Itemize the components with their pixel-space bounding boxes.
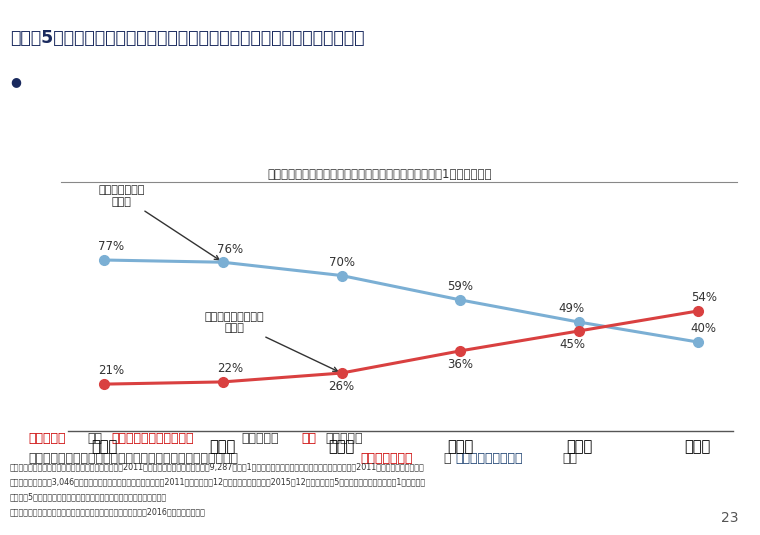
Text: 21%: 21%: [98, 364, 124, 378]
Text: 26%: 26%: [328, 380, 355, 393]
Text: 開業５年目: 開業５年目: [28, 432, 65, 445]
Text: 45%: 45%: [559, 338, 585, 350]
Text: （注）日本政策金融公庫国民生活事業の融資を受けて2011年に開業したと想定される企業9,287社に第1回アンケートを実施し、回答のあった企業のうち2011年に開: （注）日本政策金融公庫国民生活事業の融資を受けて2011年に開業したと想定される…: [10, 463, 425, 472]
Text: には: には: [87, 432, 103, 445]
Text: がそれぞれ: がそれぞれ: [242, 432, 279, 445]
Text: 36%: 36%: [448, 357, 473, 371]
Text: 70%: 70%: [328, 256, 354, 269]
Text: 59%: 59%: [448, 280, 473, 293]
Text: 22%: 22%: [217, 362, 243, 375]
Text: を占める。: を占める。: [325, 432, 363, 445]
Text: 77%: 77%: [98, 240, 124, 254]
Text: 開業４年目まで: 開業４年目まで: [360, 452, 413, 465]
Text: 民間金融機関からの
借入金: 民間金融機関からの 借入金: [205, 311, 337, 371]
Text: 第5回調査まで借入残高をすべて回答した企業を集計対象とした。: 第5回調査まで借入残高をすべて回答した企業を集計対象とした。: [10, 493, 167, 502]
Text: 民間金融機関からの借入: 民間金融機関からの借入: [111, 432, 194, 445]
Text: 49%: 49%: [559, 302, 585, 316]
Text: 76%: 76%: [217, 242, 243, 256]
Text: 23: 23: [721, 511, 739, 525]
Text: 40%: 40%: [691, 323, 717, 335]
Text: （出所）日本政策金融公庫総合研究所「新規開業パネル調査」（2016年）により作成。: （出所）日本政策金融公庫総合研究所「新規開業パネル調査」（2016年）により作成…: [10, 508, 206, 517]
Text: 日本公庫からの
借入金: 日本公庫からの 借入金: [99, 185, 219, 260]
Text: 日本公庫の融資を受けて開業した企業の借入金の内訳（1企業当たり）: 日本公庫の融資を受けて開業した企業の借入金の内訳（1企業当たり）: [268, 168, 492, 181]
Text: 認された企業3,046社（不動産賃貸業を除く）が継続調査先。2011年以降、毎年12月末を調査時点とし、2015年12月末時点まで5回のアンケートを実施。第1回: 認された企業3,046社（不動産賃貸業を除く）が継続調査先。2011年以降、毎年…: [10, 478, 426, 487]
Text: ４．SU・創業促進: ４．SU・創業促進: [579, 5, 637, 15]
Text: が、: が、: [562, 452, 578, 465]
Text: 日本公庫からの借入: 日本公庫からの借入: [455, 452, 523, 465]
Text: 54%: 54%: [691, 292, 717, 304]
Text: ●: ●: [10, 75, 21, 88]
Text: 創業後5年までは日本政策金融公庫のデット・ファイナンスの役割が大きい: 創業後5年までは日本政策金融公庫のデット・ファイナンスの役割が大きい: [10, 29, 364, 48]
Text: 日本公庫の融資を受けて開業した企業の借入金を分析すると、: 日本公庫の融資を受けて開業した企業の借入金を分析すると、: [28, 452, 238, 465]
Text: は: は: [444, 452, 451, 465]
Text: 過半: 過半: [301, 432, 316, 445]
